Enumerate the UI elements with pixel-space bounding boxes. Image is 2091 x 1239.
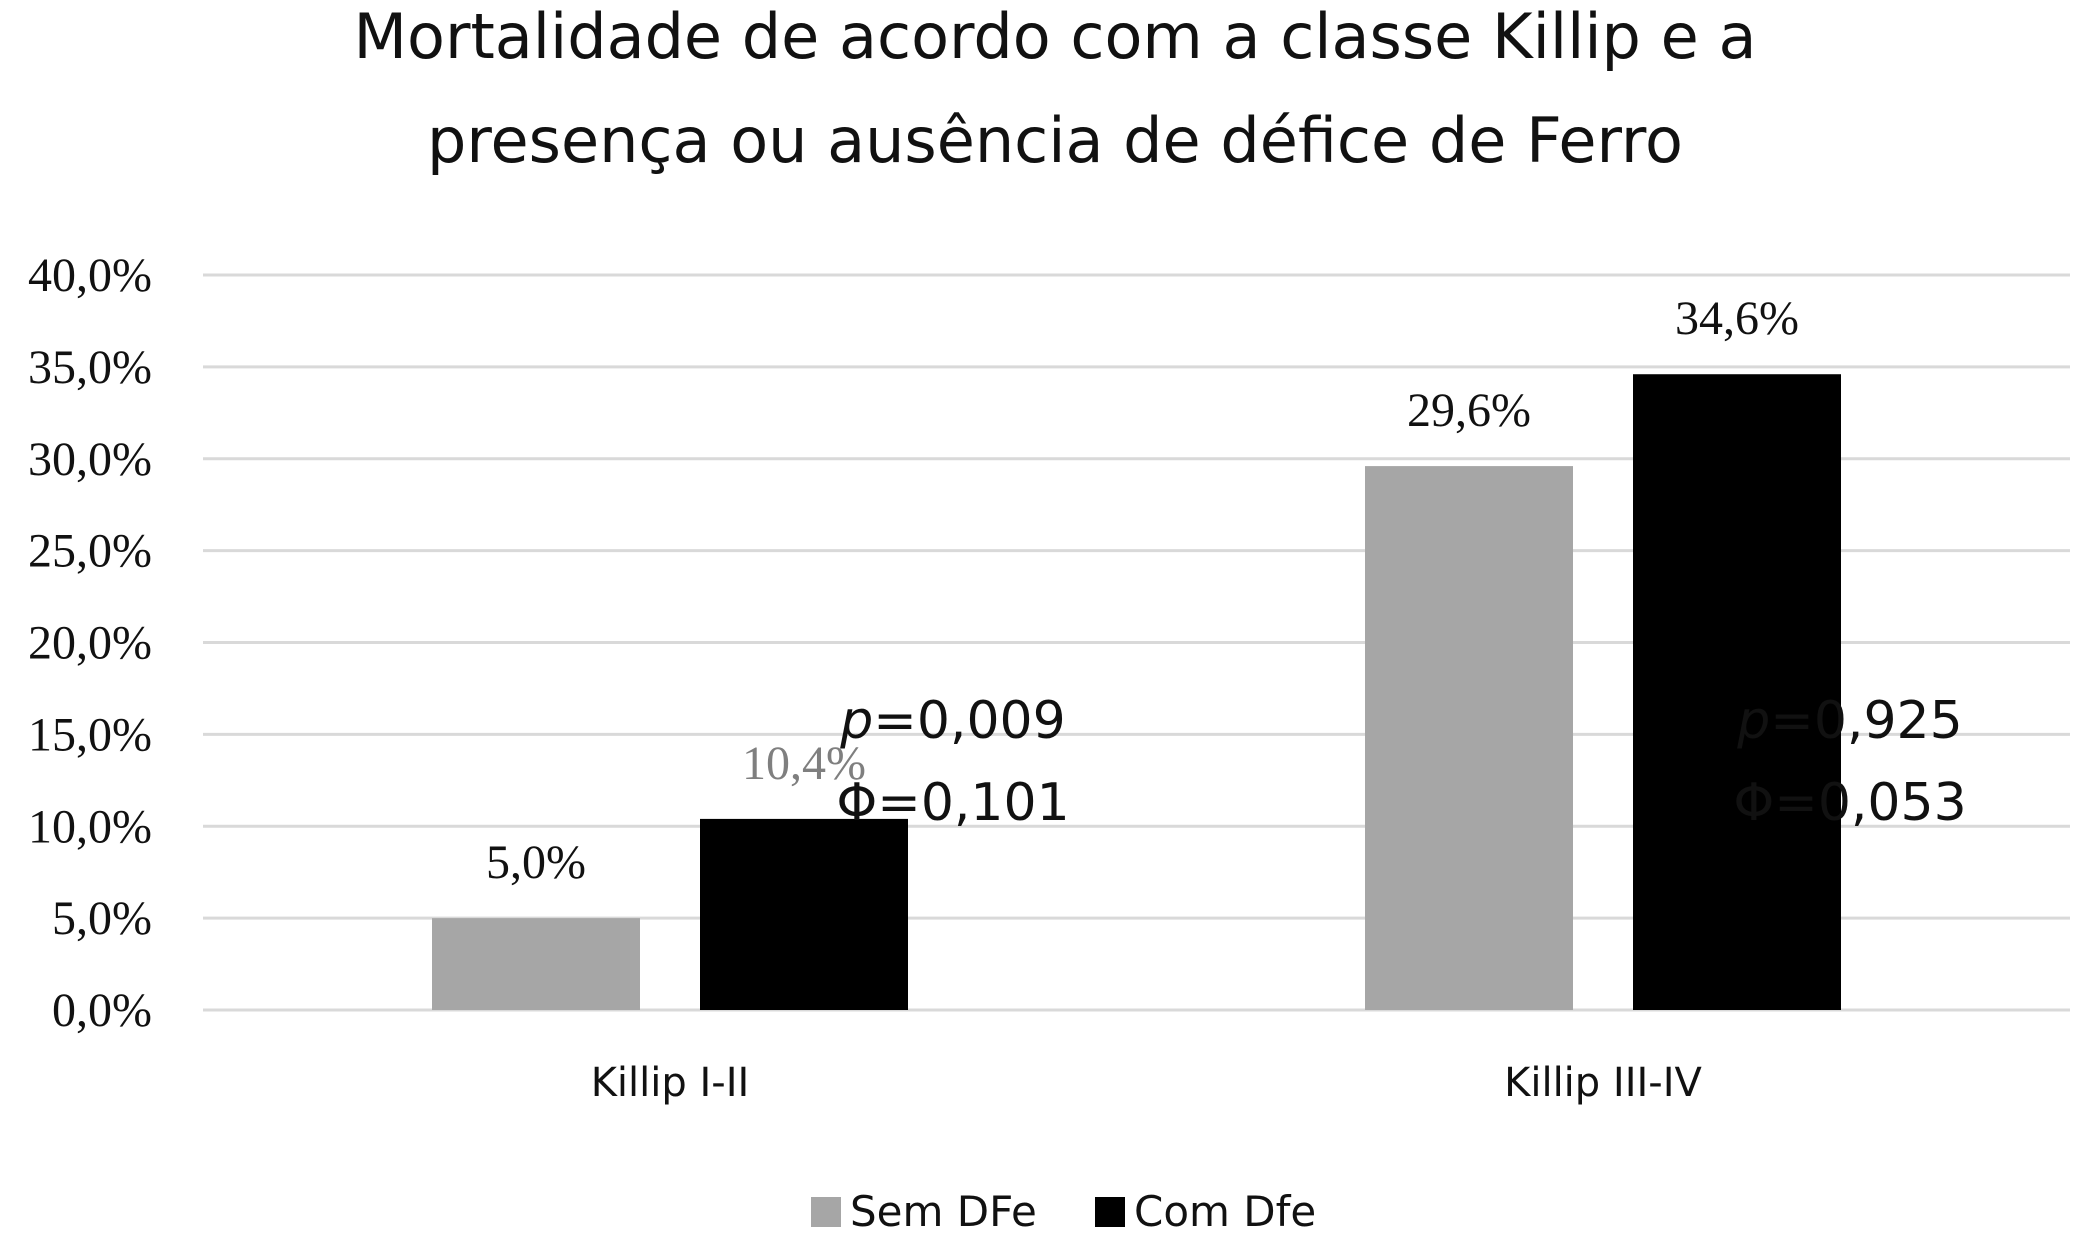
- y-axis-tick-labels: 0,0% 5,0% 10,0% 15,0% 20,0% 25,0% 30,0% 35,0% 40…: [28, 249, 152, 1037]
- y-tick-label: 35,0%: [28, 341, 152, 394]
- p-value-annotation: p=0,009: [839, 691, 1065, 751]
- x-axis-category-labels: Killip I-II Killip III-IV: [591, 1060, 1703, 1106]
- x-category-label: Killip III-IV: [1504, 1060, 1702, 1106]
- y-tick-label: 25,0%: [28, 525, 152, 578]
- chart-title-line-1: Mortalidade de acordo com a classe Killi…: [354, 0, 1757, 73]
- y-tick-label: 15,0%: [28, 708, 152, 761]
- data-labels: 5,0% 10,4% 29,6% 34,6%: [486, 292, 1799, 889]
- p-symbol: p: [1736, 691, 1770, 751]
- data-label: 34,6%: [1675, 292, 1799, 345]
- p-symbol: p: [839, 691, 873, 751]
- p-value: =0,925: [1770, 691, 1962, 751]
- p-value-annotation: p=0,925: [1736, 691, 1962, 751]
- bar-com-dfe-2: [1633, 374, 1841, 1011]
- legend: Sem DFe Com Dfe: [811, 1187, 1316, 1236]
- y-tick-label: 30,0%: [28, 433, 152, 486]
- phi-annotation: Φ=0,101: [836, 773, 1069, 833]
- bar-com-dfe-1: [700, 818, 908, 1010]
- y-tick-label: 10,0%: [28, 800, 152, 853]
- bars: [432, 374, 1841, 1011]
- phi-annotation: Φ=0,053: [1733, 773, 1966, 833]
- x-category-label: Killip I-II: [591, 1060, 750, 1106]
- bar-sem-dfe-1: [432, 918, 640, 1010]
- bar-sem-dfe-2: [1365, 466, 1573, 1011]
- y-tick-label: 20,0%: [28, 617, 152, 670]
- y-tick-label: 40,0%: [28, 249, 152, 302]
- legend-swatch: [811, 1197, 841, 1227]
- data-label: 5,0%: [486, 836, 586, 889]
- legend-swatch: [1095, 1197, 1125, 1227]
- y-tick-label: 5,0%: [52, 892, 152, 945]
- legend-label: Sem DFe: [850, 1187, 1037, 1236]
- chart-title-line-2: presença ou ausência de défice de Ferro: [427, 104, 1683, 177]
- y-tick-label: 0,0%: [52, 984, 152, 1037]
- data-label: 10,4%: [742, 737, 866, 790]
- p-value: =0,009: [873, 691, 1065, 751]
- data-label: 29,6%: [1407, 384, 1531, 437]
- chart-title: Mortalidade de acordo com a classe Killi…: [354, 0, 1757, 177]
- legend-label: Com Dfe: [1134, 1187, 1316, 1236]
